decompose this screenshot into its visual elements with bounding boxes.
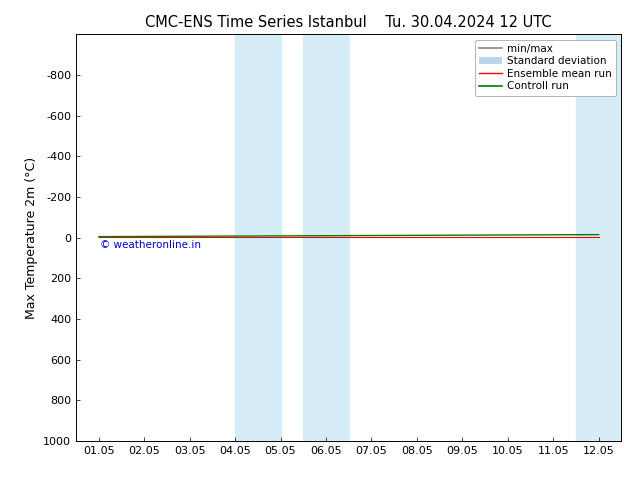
- Y-axis label: Max Temperature 2m (°C): Max Temperature 2m (°C): [25, 157, 37, 318]
- Title: CMC-ENS Time Series Istanbul    Tu. 30.04.2024 12 UTC: CMC-ENS Time Series Istanbul Tu. 30.04.2…: [145, 15, 552, 30]
- Text: © weatheronline.in: © weatheronline.in: [100, 240, 201, 250]
- Bar: [576, 34, 621, 441]
- Bar: [303, 34, 349, 441]
- Bar: [235, 34, 280, 441]
- Legend: min/max, Standard deviation, Ensemble mean run, Controll run: min/max, Standard deviation, Ensemble me…: [475, 40, 616, 96]
